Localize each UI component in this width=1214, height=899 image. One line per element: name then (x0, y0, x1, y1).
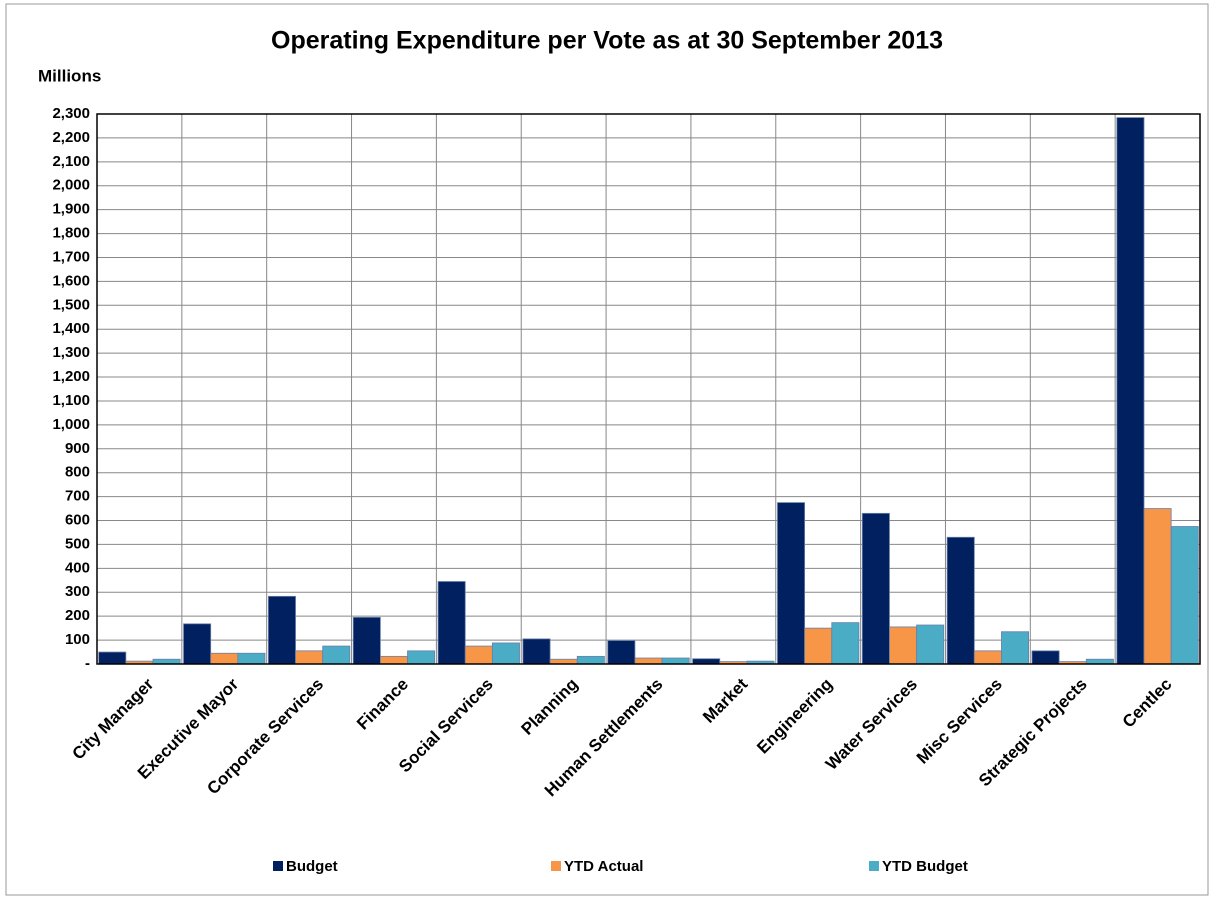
bar (407, 650, 436, 665)
y-tick-label: 2,100 (52, 153, 90, 170)
bar (831, 622, 860, 665)
y-tick-label: - (85, 655, 90, 672)
bar (889, 626, 918, 665)
y-tick-label: 1,500 (52, 296, 90, 313)
bar (1170, 526, 1199, 665)
bar (237, 652, 266, 665)
bar (322, 645, 351, 665)
plot-border (96, 113, 1201, 665)
bar (576, 655, 605, 665)
y-tick-label: 1,600 (52, 272, 90, 289)
bar (267, 595, 296, 665)
bar (1143, 508, 1172, 665)
y-tick-label: 800 (65, 464, 90, 481)
y-tick-label: 1,900 (52, 201, 90, 218)
bar (861, 512, 890, 665)
bar (607, 640, 636, 665)
y-tick-label: 1,400 (52, 320, 90, 337)
y-tick-label: 2,300 (52, 105, 90, 122)
y-tick-label: 300 (65, 583, 90, 600)
y-tick-label: 1,300 (52, 344, 90, 361)
legend-swatch (273, 861, 283, 871)
bar (661, 657, 690, 665)
y-tick-label: 200 (65, 607, 90, 624)
bar (210, 652, 239, 665)
legend-label: YTD Actual (564, 858, 643, 875)
bar (295, 650, 324, 665)
bar (464, 645, 493, 665)
y-tick-label: 900 (65, 440, 90, 457)
bar (491, 642, 520, 665)
y-tick-label: 400 (65, 559, 90, 576)
chart-title: Operating Expenditure per Vote as at 30 … (271, 27, 943, 55)
legend-label: Budget (286, 858, 338, 875)
legend-label: YTD Budget (882, 858, 968, 875)
chart-frame (5, 3, 1209, 896)
bar (916, 624, 945, 665)
bar (437, 581, 466, 665)
y-tick-label: 1,800 (52, 225, 90, 242)
y-tick-label: 1,100 (52, 392, 90, 409)
bar (183, 623, 212, 665)
bar (1031, 650, 1060, 665)
bar (98, 651, 127, 665)
y-tick-label: 600 (65, 511, 90, 528)
y-axis-label: Millions (38, 66, 101, 85)
bar (379, 655, 408, 665)
y-tick-label: 2,000 (52, 177, 90, 194)
y-tick-label: 1,000 (52, 416, 90, 433)
legend-swatch (869, 861, 879, 871)
bar (522, 638, 551, 665)
bar (946, 536, 975, 665)
legend-swatch (551, 861, 561, 871)
bar (692, 658, 721, 665)
bar (777, 502, 806, 665)
bar (634, 657, 663, 665)
y-tick-label: 700 (65, 488, 90, 505)
bar (804, 627, 833, 665)
bar (1001, 631, 1030, 665)
y-tick-label: 2,200 (52, 129, 90, 146)
y-tick-label: 1,700 (52, 248, 90, 265)
bar (1116, 117, 1145, 665)
bar (973, 650, 1002, 665)
bar (352, 616, 381, 665)
y-tick-label: 500 (65, 535, 90, 552)
y-tick-label: 100 (65, 631, 90, 648)
y-tick-label: 1,200 (52, 368, 90, 385)
